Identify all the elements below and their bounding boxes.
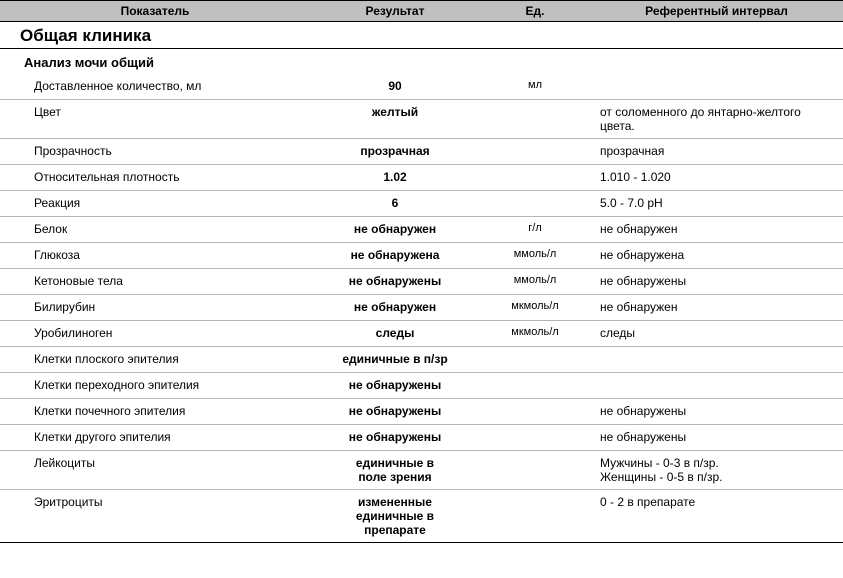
cell-indicator: Клетки переходного эпителия — [0, 378, 310, 392]
cell-result: единичные в поле зрения — [310, 456, 480, 484]
cell-ref: 1.010 - 1.020 — [590, 170, 843, 184]
cell-result: единичные в п/зр — [310, 352, 480, 366]
cell-result: не обнаружены — [310, 430, 480, 444]
cell-indicator: Белок — [0, 222, 310, 236]
cell-unit: мкмоль/л — [480, 300, 590, 312]
table-row: Белокне обнаруженг/лне обнаружен — [0, 217, 843, 243]
cell-result: 1.02 — [310, 170, 480, 184]
table-row: Клетки почечного эпителияне обнаруженыне… — [0, 399, 843, 425]
table-row: Прозрачностьпрозрачнаяпрозрачная — [0, 139, 843, 165]
cell-indicator: Клетки другого эпителия — [0, 430, 310, 444]
subsection-title: Анализ мочи общий — [0, 49, 843, 74]
table-body: Доставленное количество, мл90млЦветжелты… — [0, 74, 843, 543]
cell-ref: 5.0 - 7.0 pH — [590, 196, 843, 210]
cell-result: следы — [310, 326, 480, 340]
cell-unit: мл — [480, 79, 590, 91]
cell-unit: г/л — [480, 222, 590, 234]
table-row: Доставленное количество, мл90мл — [0, 74, 843, 100]
cell-unit: ммоль/л — [480, 274, 590, 286]
cell-ref: не обнаружен — [590, 222, 843, 236]
cell-result: прозрачная — [310, 144, 480, 158]
cell-indicator: Реакция — [0, 196, 310, 210]
cell-unit: ммоль/л — [480, 248, 590, 260]
cell-result: не обнаружен — [310, 222, 480, 236]
table-row: Клетки переходного эпителияне обнаружены — [0, 373, 843, 399]
cell-result: 90 — [310, 79, 480, 93]
cell-ref: не обнаружена — [590, 248, 843, 262]
cell-indicator: Глюкоза — [0, 248, 310, 262]
table-row: Лейкоцитыединичные в поле зрения Мужчины … — [0, 451, 843, 490]
cell-result: не обнаружена — [310, 248, 480, 262]
cell-result: не обнаружены — [310, 274, 480, 288]
cell-indicator: Уробилиноген — [0, 326, 310, 340]
table-header-row: Показатель Результат Ед. Референтный инт… — [0, 0, 843, 22]
cell-ref: Мужчины - 0-3 в п/зр. Женщины - 0-5 в п/… — [590, 456, 843, 484]
section-title: Общая клиника — [0, 22, 843, 49]
cell-indicator: Прозрачность — [0, 144, 310, 158]
header-unit: Ед. — [480, 1, 590, 21]
cell-ref: не обнаружены — [590, 404, 843, 418]
table-row: Клетки плоского эпителияединичные в п/зр — [0, 347, 843, 373]
cell-ref: не обнаружены — [590, 430, 843, 444]
cell-result: желтый — [310, 105, 480, 119]
cell-ref: прозрачная — [590, 144, 843, 158]
table-row: Уробилиногенследымкмоль/лследы — [0, 321, 843, 347]
cell-indicator: Эритроциты — [0, 495, 310, 509]
cell-indicator: Лейкоциты — [0, 456, 310, 470]
table-row: Билирубинне обнаруженмкмоль/лне обнаруже… — [0, 295, 843, 321]
cell-indicator: Кетоновые тела — [0, 274, 310, 288]
cell-indicator: Доставленное количество, мл — [0, 79, 310, 93]
table-row: Глюкозане обнаруженаммоль/лне обнаружена — [0, 243, 843, 269]
cell-indicator: Цвет — [0, 105, 310, 119]
header-result: Результат — [310, 1, 480, 21]
cell-indicator: Билирубин — [0, 300, 310, 314]
cell-indicator: Относительная плотность — [0, 170, 310, 184]
table-row: Клетки другого эпителияне обнаруженыне о… — [0, 425, 843, 451]
header-ref: Референтный интервал — [590, 1, 843, 21]
cell-ref: не обнаружены — [590, 274, 843, 288]
cell-ref: следы — [590, 326, 843, 340]
cell-unit: мкмоль/л — [480, 326, 590, 338]
table-row: Кетоновые телане обнаруженыммоль/лне обн… — [0, 269, 843, 295]
cell-indicator: Клетки плоского эпителия — [0, 352, 310, 366]
table-row: Реакция6 5.0 - 7.0 pH — [0, 191, 843, 217]
table-row: Цветжелтый от соломенного до янтарно-желт… — [0, 100, 843, 139]
cell-result: измененные единичные в препарате — [310, 495, 480, 537]
cell-result: не обнаружены — [310, 404, 480, 418]
cell-ref: 0 - 2 в препарате — [590, 495, 843, 509]
cell-ref: не обнаружен — [590, 300, 843, 314]
cell-result: не обнаружены — [310, 378, 480, 392]
table-row: Эритроцитыизмененные единичные в препара… — [0, 490, 843, 543]
table-row: Относительная плотность1.02 1.010 - 1.020 — [0, 165, 843, 191]
cell-indicator: Клетки почечного эпителия — [0, 404, 310, 418]
cell-result: 6 — [310, 196, 480, 210]
cell-ref: от соломенного до янтарно-желтого цвета. — [590, 105, 843, 133]
cell-result: не обнаружен — [310, 300, 480, 314]
header-indicator: Показатель — [0, 1, 310, 21]
lab-report-page: Показатель Результат Ед. Референтный инт… — [0, 0, 843, 543]
